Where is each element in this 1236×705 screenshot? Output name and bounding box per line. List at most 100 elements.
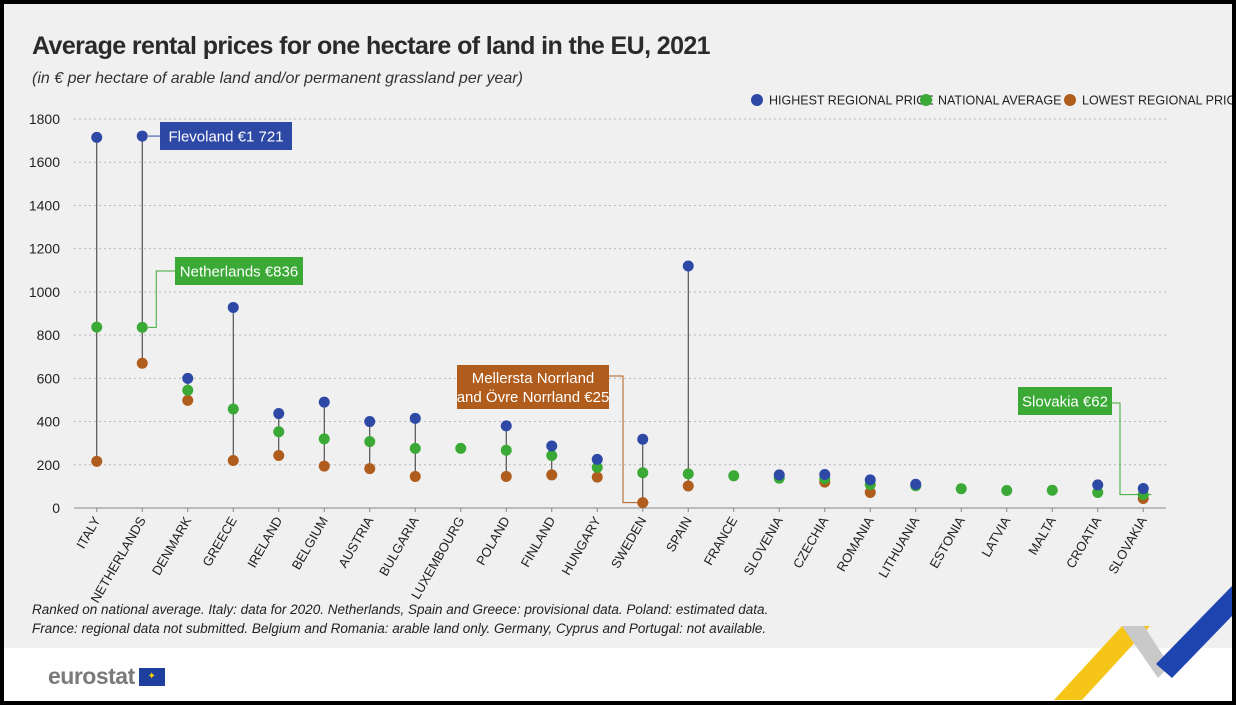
point-lowest-spain xyxy=(682,480,694,492)
x-tick-label-slovenia: SLOVENIA xyxy=(740,514,786,578)
point-national-finland xyxy=(546,449,558,461)
x-tick-label-ireland: IRELAND xyxy=(244,514,285,570)
x-tick-label-spain: SPAIN xyxy=(663,514,695,554)
point-national-estonia xyxy=(955,483,967,495)
point-national-luxembourg xyxy=(455,442,467,454)
point-national-belgium xyxy=(318,433,330,445)
point-highest-finland xyxy=(546,440,558,452)
callout-connector xyxy=(148,270,175,328)
point-highest-netherlands xyxy=(136,130,148,142)
callout-text: Netherlands €836 xyxy=(180,264,298,281)
chart-subtitle: (in € per hectare of arable land and/or … xyxy=(32,70,523,87)
point-national-malta xyxy=(1046,484,1058,496)
point-national-poland xyxy=(500,444,512,456)
point-highest-belgium xyxy=(318,396,330,408)
point-lowest-austria xyxy=(364,463,376,475)
eu-flag-icon: ✦ xyxy=(138,667,165,686)
callout-connectors xyxy=(148,135,1152,504)
y-tick-label: 200 xyxy=(37,457,61,473)
chart-frame: Average rental prices for one hectare of… xyxy=(4,4,1232,701)
footnote-line-1: Ranked on national average. Italy: data … xyxy=(32,602,769,617)
footnote: Ranked on national average. Italy: data … xyxy=(32,600,768,638)
y-tick-label: 400 xyxy=(37,414,61,430)
callout-text: Slovakia €62 xyxy=(1022,394,1108,411)
dot-plot-chart: HIGHEST REGIONAL PRICE NATIONAL AVERAGE LO… xyxy=(29,94,1232,605)
point-national-spain xyxy=(682,468,694,480)
point-highest-croatia xyxy=(1092,479,1104,491)
eurostat-logo: eurostat ✦ xyxy=(48,663,165,690)
point-national-croatia xyxy=(1092,486,1104,498)
y-tick-label: 1600 xyxy=(29,154,60,170)
legend-label-highest: HIGHEST REGIONAL PRICE xyxy=(769,94,934,108)
grid-lines xyxy=(74,118,1166,466)
x-tick-label-italy: ITALY xyxy=(73,514,103,551)
callout-text: Mellersta Norrland xyxy=(472,370,595,387)
y-tick-label: 1200 xyxy=(29,241,60,257)
legend-marker-national xyxy=(920,94,932,106)
x-tick-label-denmark: DENMARK xyxy=(149,514,195,578)
point-lowest-poland xyxy=(500,470,512,482)
point-national-greece xyxy=(227,403,239,415)
point-lowest-italy xyxy=(91,455,103,467)
y-tick-label: 1800 xyxy=(29,111,60,127)
x-tick-label-czechia: CZECHIA xyxy=(790,514,832,571)
point-lowest-denmark xyxy=(182,394,194,406)
y-tick-label: 800 xyxy=(37,327,61,343)
point-highest-hungary xyxy=(591,453,603,465)
x-tick-label-latvia: LATVIA xyxy=(978,514,1013,560)
legend: HIGHEST REGIONAL PRICE NATIONAL AVERAGE LO… xyxy=(751,94,1232,108)
x-tick-label-estonia: ESTONIA xyxy=(926,514,968,571)
point-highest-slovakia xyxy=(1137,483,1149,495)
x-tick-label-greece: GREECE xyxy=(199,514,240,569)
point-national-ireland xyxy=(273,426,285,438)
point-national-hungary xyxy=(591,461,603,473)
point-highest-ireland xyxy=(273,408,285,420)
point-national-bulgaria xyxy=(409,442,421,454)
point-lowest-romania xyxy=(864,486,876,498)
point-lowest-netherlands xyxy=(136,357,148,369)
x-tick-label-france: FRANCE xyxy=(701,514,741,568)
point-national-italy xyxy=(91,321,103,333)
point-highest-lithuania xyxy=(910,478,922,490)
footer-band xyxy=(4,648,1232,701)
point-national-sweden xyxy=(637,467,649,479)
callout-box xyxy=(1018,387,1112,415)
point-national-austria xyxy=(364,436,376,448)
y-tick-label: 0 xyxy=(52,500,60,516)
x-tick-label-malta: MALTA xyxy=(1025,514,1059,558)
point-highest-slovenia xyxy=(773,469,785,481)
y-axis: 0 200 400 600 800 1000 1200 1400 1600 1800 xyxy=(29,111,1166,516)
point-highest-romania xyxy=(864,474,876,486)
point-lowest-finland xyxy=(546,469,558,481)
callout-box xyxy=(457,365,609,409)
point-highest-bulgaria xyxy=(409,412,421,424)
legend-marker-lowest xyxy=(1064,94,1076,106)
x-tick-label-romania: ROMANIA xyxy=(834,514,877,574)
point-highest-greece xyxy=(227,301,239,313)
x-tick-label-slovakia: SLOVAKIA xyxy=(1105,514,1150,577)
x-tick-label-bulgaria: BULGARIA xyxy=(376,514,422,579)
callout-box xyxy=(175,257,303,285)
point-highest-sweden xyxy=(637,433,649,445)
y-tick-label: 1000 xyxy=(29,284,60,300)
callouts: Flevoland €1 721 Netherlands €836 Mellerst… xyxy=(160,122,1112,415)
x-tick-label-finland: FINLAND xyxy=(518,514,559,570)
point-national-latvia xyxy=(1001,484,1013,496)
legend-marker-highest xyxy=(751,94,763,106)
point-national-france xyxy=(728,470,740,482)
callout-connector xyxy=(1112,402,1152,496)
x-tick-label-belgium: BELGIUM xyxy=(289,514,331,572)
x-tick-label-sweden: SWEDEN xyxy=(608,514,650,571)
legend-label-national: NATIONAL AVERAGE xyxy=(938,94,1061,108)
decorative-chevron-graphic xyxy=(1054,586,1232,700)
point-highest-spain xyxy=(682,260,694,272)
data-points xyxy=(91,130,1149,509)
point-lowest-sweden xyxy=(637,497,649,509)
point-national-netherlands xyxy=(136,321,148,333)
x-tick-label-croatia: CROATIA xyxy=(1063,514,1105,571)
callout-connector xyxy=(609,375,649,504)
x-tick-label-austria: AUSTRIA xyxy=(335,514,376,571)
x-tick-label-poland: POLAND xyxy=(473,514,513,568)
point-highest-poland xyxy=(500,420,512,432)
